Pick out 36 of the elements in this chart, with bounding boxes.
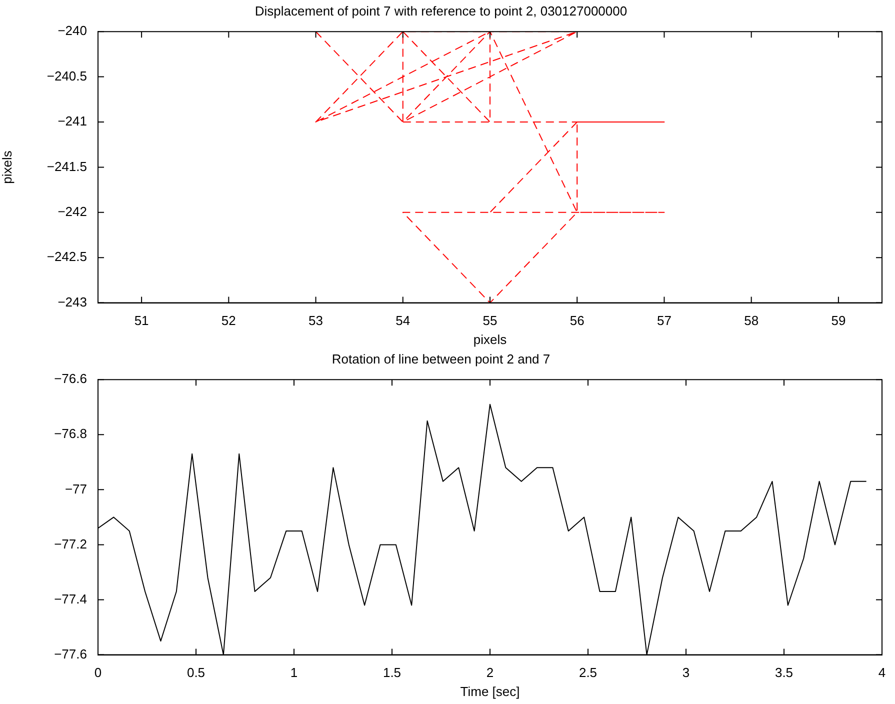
y-tick-label: −242 [58, 204, 87, 219]
y-tick-label: −240 [58, 23, 87, 38]
x-tick-label: 58 [744, 313, 759, 328]
y-tick-label: −242.5 [46, 249, 87, 264]
chart-title: Displacement of point 7 with reference to point 2, 030127000000 [254, 3, 628, 18]
x-tick-label: 51 [134, 313, 149, 328]
x-tick-label: 0.5 [186, 665, 206, 680]
x-tick-label: 57 [656, 313, 672, 328]
x-tick-label: 55 [482, 313, 498, 328]
y-tick-label: −241.5 [46, 158, 87, 174]
y-tick-label: −241 [58, 114, 87, 129]
x-tick-label: 59 [831, 313, 846, 328]
x-tick-label: 56 [570, 313, 584, 328]
y-axis-title: pixels [0, 150, 14, 184]
y-tick-label: −76.6 [54, 371, 87, 386]
y-tick-label: −76.8 [54, 426, 87, 442]
x-tick-label: 0 [94, 665, 102, 680]
x-tick-label: 1.5 [382, 665, 402, 680]
x-tick-label: 54 [396, 313, 410, 328]
x-axis-title: Time [sec] [460, 684, 520, 699]
x-tick-label: 4 [878, 665, 886, 680]
x-axis-title: pixels [473, 332, 508, 347]
x-tick-label: 3.5 [774, 665, 794, 680]
y-tick-label: −240.5 [46, 68, 87, 84]
y-tick-label: −77 [64, 481, 87, 496]
x-tick-label: 52 [221, 313, 236, 328]
y-tick-label: −77.4 [54, 591, 87, 606]
y-tick-label: −77.2 [54, 536, 87, 552]
chart-title: Rotation of line between point 2 and 7 [332, 351, 550, 366]
x-tick-label: 1 [290, 665, 298, 680]
x-tick-label: 3 [682, 665, 690, 680]
x-tick-label: 53 [308, 313, 324, 328]
y-tick-label: −77.6 [54, 646, 87, 662]
x-tick-label: 2 [486, 665, 494, 680]
x-tick-label: 2.5 [578, 665, 598, 680]
y-tick-label: −243 [58, 294, 87, 310]
